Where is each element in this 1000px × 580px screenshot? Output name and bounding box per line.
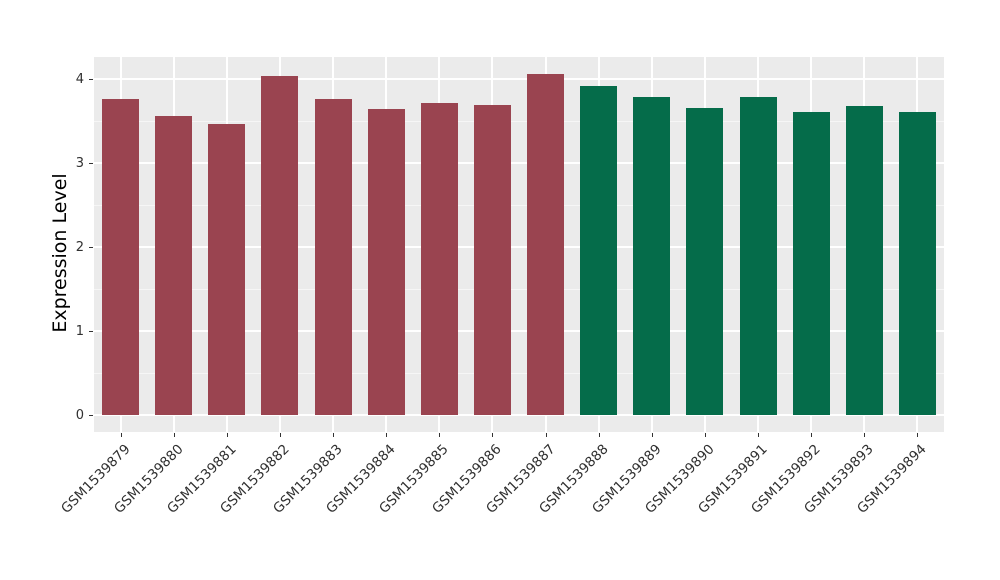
y-tick-label: 2 <box>75 240 84 255</box>
gridline-minor <box>94 373 944 374</box>
x-tick-mark <box>704 433 706 437</box>
x-tick-mark <box>226 433 228 437</box>
bar-GSM1539879 <box>102 99 140 415</box>
plot-panel <box>94 57 944 432</box>
y-tick-label: 1 <box>75 324 84 339</box>
gridline-major <box>94 162 944 164</box>
bar-GSM1539886 <box>473 105 511 415</box>
x-tick-mark <box>386 433 388 437</box>
y-tick-mark <box>89 163 93 164</box>
x-tick-mark <box>279 433 281 437</box>
gridline-major <box>94 78 944 80</box>
bar-GSM1539887 <box>527 73 565 415</box>
x-tick-mark <box>120 433 122 437</box>
y-tick-label: 4 <box>75 72 84 87</box>
bar-GSM1539883 <box>314 99 352 415</box>
x-tick-mark <box>917 433 919 437</box>
x-tick-mark <box>173 433 175 437</box>
bar-GSM1539890 <box>686 108 724 415</box>
x-tick-mark <box>598 433 600 437</box>
x-tick-mark <box>864 433 866 437</box>
x-tick-mark <box>811 433 813 437</box>
x-tick-mark <box>333 433 335 437</box>
y-tick-mark <box>89 415 93 416</box>
bar-GSM1539884 <box>367 109 405 415</box>
gridline-minor <box>94 205 944 206</box>
bar-GSM1539888 <box>580 85 618 415</box>
bar-GSM1539885 <box>420 102 458 415</box>
y-tick-mark <box>89 79 93 80</box>
x-tick-mark <box>492 433 494 437</box>
x-tick-mark <box>651 433 653 437</box>
bar-GSM1539891 <box>739 96 777 415</box>
bar-GSM1539881 <box>208 123 246 415</box>
bar-GSM1539882 <box>261 75 299 415</box>
y-tick-mark <box>89 247 93 248</box>
y-tick-mark <box>89 331 93 332</box>
bar-GSM1539892 <box>792 111 830 415</box>
x-tick-mark <box>758 433 760 437</box>
gridline-minor <box>94 121 944 122</box>
gridline-major <box>94 414 944 416</box>
gridline-major <box>94 246 944 248</box>
y-tick-label: 0 <box>75 408 84 423</box>
x-tick-mark <box>439 433 441 437</box>
bar-GSM1539880 <box>155 115 193 415</box>
x-tick-mark <box>545 433 547 437</box>
bar-GSM1539894 <box>898 111 936 415</box>
bar-GSM1539893 <box>845 105 883 415</box>
gridline-minor <box>94 289 944 290</box>
bar-GSM1539889 <box>633 96 671 415</box>
gridline-major <box>94 330 944 332</box>
y-tick-label: 3 <box>75 156 84 171</box>
